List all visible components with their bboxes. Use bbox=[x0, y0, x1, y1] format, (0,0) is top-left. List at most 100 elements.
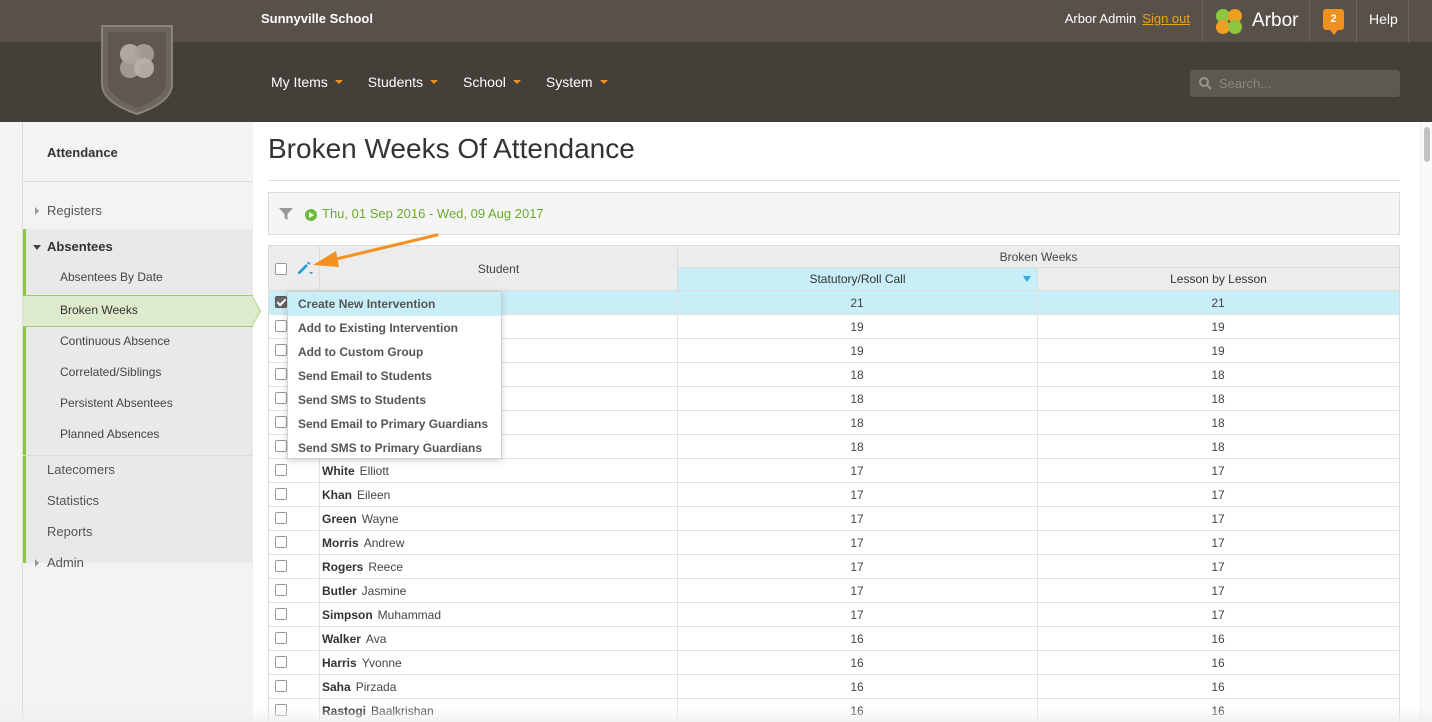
sidebar-item-statistics[interactable]: Statistics bbox=[47, 493, 100, 508]
table-row[interactable]: Khan Eileen 17 17 bbox=[269, 483, 1399, 507]
row-checkbox[interactable] bbox=[275, 320, 287, 332]
scrollbar-thumb[interactable] bbox=[1424, 127, 1430, 162]
table-row[interactable]: Butler Jasmine 17 17 bbox=[269, 579, 1399, 603]
date-range-filter[interactable]: Thu, 01 Sep 2016 - Wed, 09 Aug 2017 bbox=[322, 206, 544, 221]
cell-divider bbox=[1037, 435, 1038, 459]
table-row[interactable]: Morris Andrew 17 17 bbox=[269, 531, 1399, 555]
sidebar-item-absentees-by-date[interactable]: Absentees By Date bbox=[60, 270, 163, 284]
menu-item-send-sms-to-primary-guardians[interactable]: Send SMS to Primary Guardians bbox=[298, 441, 483, 455]
divider bbox=[268, 180, 1400, 181]
column-header-student[interactable]: Student bbox=[319, 245, 677, 291]
student-name-cell[interactable]: Rogers Reece bbox=[322, 560, 403, 574]
arbor-logo[interactable]: Arbor bbox=[1212, 5, 1298, 37]
sidebar-item-reports[interactable]: Reports bbox=[47, 524, 93, 539]
row-checkbox[interactable] bbox=[275, 656, 287, 668]
menu-item-send-email-to-students[interactable]: Send Email to Students bbox=[298, 369, 433, 383]
search-box[interactable] bbox=[1190, 70, 1400, 97]
student-name-cell[interactable]: Simpson Muhammad bbox=[322, 608, 441, 622]
sidebar-item-planned-absences[interactable]: Planned Absences bbox=[60, 427, 160, 441]
student-name-cell[interactable]: Khan Eileen bbox=[322, 488, 390, 502]
bulk-edit-pencil-icon[interactable] bbox=[296, 261, 314, 277]
cell-divider bbox=[1037, 483, 1038, 507]
row-checkbox[interactable] bbox=[275, 584, 287, 596]
cell-divider bbox=[1037, 339, 1038, 363]
row-checkbox[interactable] bbox=[275, 680, 287, 692]
nav-my-items[interactable]: My Items bbox=[271, 74, 343, 90]
row-checkbox[interactable] bbox=[275, 368, 287, 380]
select-all-checkbox[interactable] bbox=[275, 263, 287, 275]
help-link[interactable]: Help bbox=[1369, 11, 1398, 27]
statutory-cell: 17 bbox=[850, 512, 864, 526]
sidebar-item-broken-weeks[interactable]: Broken Weeks bbox=[23, 295, 253, 327]
row-checkbox[interactable] bbox=[275, 536, 287, 548]
sidebar-item-persistent-absentees[interactable]: Persistent Absentees bbox=[60, 396, 173, 410]
row-checkbox[interactable] bbox=[275, 440, 287, 452]
nav-system[interactable]: System bbox=[546, 74, 608, 90]
page-scrollbar[interactable] bbox=[1420, 122, 1432, 722]
menu-item-add-to-custom-group[interactable]: Add to Custom Group bbox=[298, 345, 424, 359]
table-row[interactable]: Walker Ava 16 16 bbox=[269, 627, 1399, 651]
student-name-cell[interactable]: Saha Pirzada bbox=[322, 680, 396, 694]
sidebar-item-admin[interactable]: Admin bbox=[23, 547, 253, 578]
student-name-cell[interactable]: Butler Jasmine bbox=[322, 584, 406, 598]
sidebar-item-latecomers[interactable]: Latecomers bbox=[47, 462, 115, 477]
topbar-divider bbox=[1309, 0, 1310, 42]
notification-badge[interactable]: 2 bbox=[1323, 9, 1344, 35]
row-checkbox[interactable] bbox=[275, 608, 287, 620]
student-name-cell[interactable]: Walker Ava bbox=[322, 632, 386, 646]
menu-item-send-sms-to-students[interactable]: Send SMS to Students bbox=[298, 393, 427, 407]
sidebar-item-registers[interactable]: Registers bbox=[23, 195, 253, 226]
menu-item-create-new-intervention[interactable]: Create New Intervention bbox=[288, 292, 501, 316]
lesson-cell: 17 bbox=[1211, 584, 1225, 598]
table-row[interactable]: Saha Pirzada 16 16 bbox=[269, 675, 1399, 699]
table-row[interactable]: Simpson Muhammad 17 17 bbox=[269, 603, 1399, 627]
lesson-cell: 18 bbox=[1211, 416, 1225, 430]
column-header-lesson[interactable]: Lesson by Lesson bbox=[1037, 268, 1399, 291]
menu-item-add-to-existing-intervention[interactable]: Add to Existing Intervention bbox=[298, 321, 459, 335]
row-checkbox[interactable] bbox=[275, 512, 287, 524]
search-input[interactable] bbox=[1219, 76, 1389, 91]
statutory-cell: 19 bbox=[850, 344, 864, 358]
cell-divider bbox=[1037, 675, 1038, 699]
filter-icon[interactable] bbox=[279, 207, 293, 221]
row-checkbox[interactable] bbox=[275, 296, 287, 308]
student-name-cell[interactable]: White Elliott bbox=[322, 464, 389, 478]
annotation-arrow-icon bbox=[313, 233, 439, 267]
active-item-pointer-fill bbox=[252, 296, 260, 326]
row-checkbox[interactable] bbox=[275, 392, 287, 404]
cell-divider bbox=[1037, 531, 1038, 555]
row-checkbox[interactable] bbox=[275, 632, 287, 644]
column-header-statutory[interactable]: Statutory/Roll Call bbox=[677, 268, 1037, 291]
column-group-broken-weeks: Broken Weeks bbox=[677, 245, 1399, 268]
sidebar-item-continuous-absence[interactable]: Continuous Absence bbox=[60, 334, 171, 348]
column-header-label: Student bbox=[477, 262, 520, 276]
table-row[interactable]: Green Wayne 17 17 bbox=[269, 507, 1399, 531]
sidebar-item-correlated-siblings[interactable]: Correlated/Siblings bbox=[60, 365, 162, 379]
bottom-edge-shadow bbox=[0, 708, 1432, 722]
column-group-label: Broken Weeks bbox=[999, 250, 1078, 264]
student-name-cell[interactable]: Harris Yvonne bbox=[322, 656, 402, 670]
student-first-name: Andrew bbox=[363, 536, 405, 550]
table-row[interactable]: Rogers Reece 17 17 bbox=[269, 555, 1399, 579]
row-checkbox[interactable] bbox=[275, 416, 287, 428]
nav-students[interactable]: Students bbox=[368, 74, 439, 90]
nav-school[interactable]: School bbox=[463, 74, 521, 90]
lesson-cell: 21 bbox=[1211, 296, 1225, 310]
row-checkbox[interactable] bbox=[275, 464, 287, 476]
sidebar-item-absentees[interactable]: Absentees bbox=[23, 231, 253, 262]
chevron-down-icon bbox=[33, 245, 41, 250]
filter-bar[interactable]: Thu, 01 Sep 2016 - Wed, 09 Aug 2017 bbox=[268, 192, 1400, 235]
student-name-cell[interactable]: Morris Andrew bbox=[322, 536, 404, 550]
play-icon bbox=[305, 209, 317, 221]
row-checkbox[interactable] bbox=[275, 560, 287, 572]
menu-item-send-email-to-primary-guardians[interactable]: Send Email to Primary Guardians bbox=[298, 417, 489, 431]
student-name-cell[interactable]: Green Wayne bbox=[322, 512, 399, 526]
table-row[interactable]: Harris Yvonne 16 16 bbox=[269, 651, 1399, 675]
chevron-right-icon bbox=[35, 207, 39, 215]
row-checkbox[interactable] bbox=[275, 488, 287, 500]
cell-divider bbox=[1037, 459, 1038, 483]
statutory-cell: 17 bbox=[850, 488, 864, 502]
row-checkbox[interactable] bbox=[275, 344, 287, 356]
sign-out-link[interactable]: Sign out bbox=[1142, 11, 1190, 26]
table-row[interactable]: White Elliott 17 17 bbox=[269, 459, 1399, 483]
